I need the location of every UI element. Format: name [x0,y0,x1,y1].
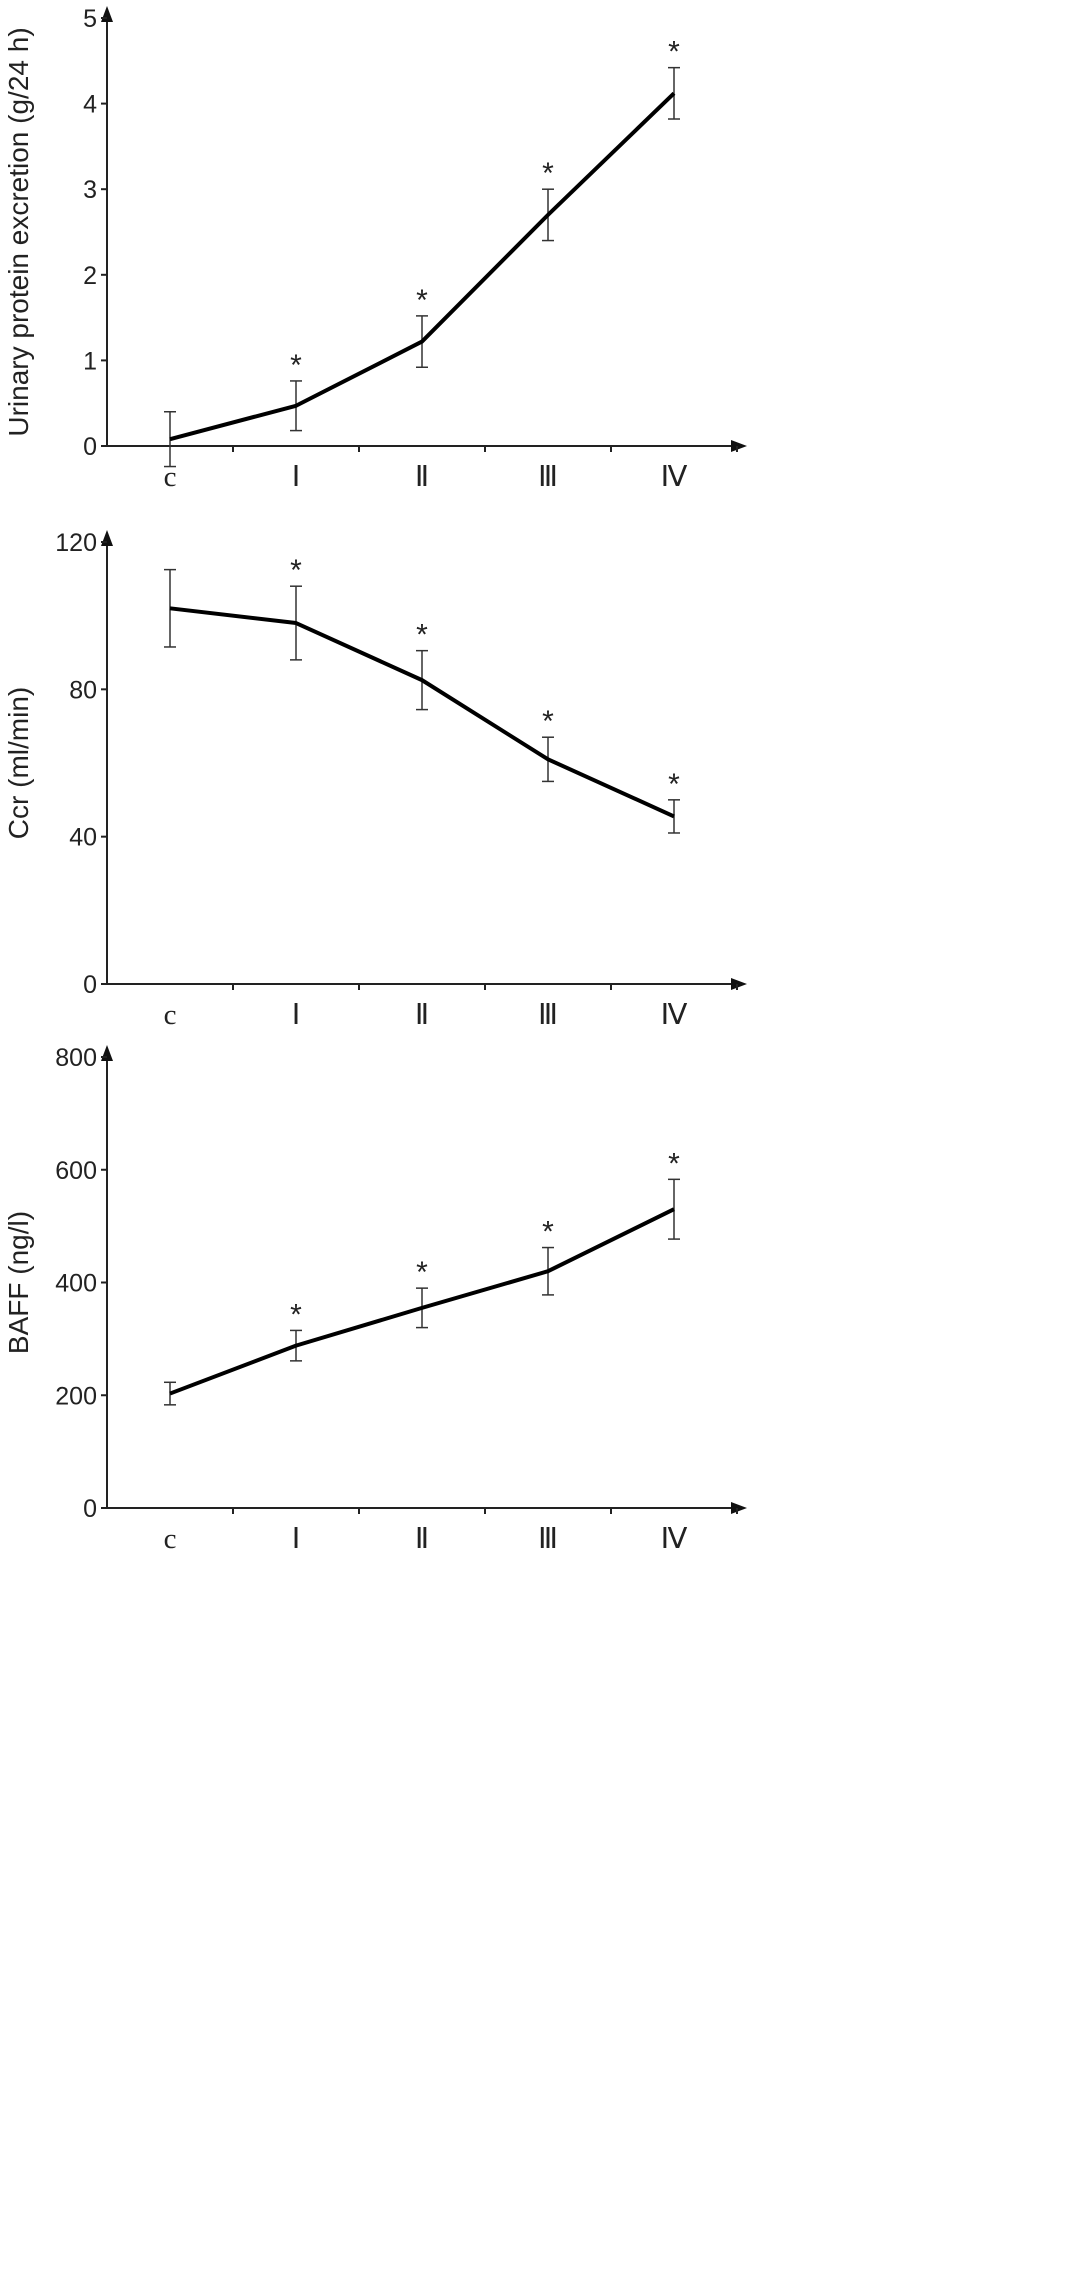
x-axis-arrow-icon [731,440,747,452]
significance-marker: * [668,36,680,69]
significance-marker: * [668,1147,680,1180]
y-tick-label: 600 [55,1157,97,1185]
series-line [169,91,676,442]
x-tick-label: Ⅳ [661,1523,688,1555]
x-axis-arrow-icon [731,1502,747,1514]
y-tick-label: 40 [69,824,97,852]
x-tick-label: Ⅳ [661,999,688,1031]
y-tick-label: 120 [55,529,97,557]
significance-marker: * [416,619,428,652]
series-line [169,1207,675,1396]
x-tick-label: Ⅱ [415,461,429,493]
y-tick-label: 0 [83,1495,97,1523]
y-tick-label: 4 [83,91,97,119]
x-axis-arrow-icon [731,978,747,990]
significance-marker: * [542,1216,554,1249]
x-tick-label: Ⅲ [538,1523,558,1555]
x-tick-label: Ⅳ [661,461,688,493]
x-tick-label: Ⅲ [538,999,558,1031]
y-tick-label: 1 [83,347,97,375]
y-axis-arrow-icon [101,530,113,546]
significance-marker: * [542,705,554,738]
urinary-protein-chart: 0 1 2 3 4 5 c Ⅰ Ⅱ Ⅲ Ⅳ Urinary protein excretion (g/… [3,5,747,493]
baff-chart: 0 200 400 600 800 c Ⅰ Ⅱ Ⅲ Ⅳ BAFF (ng/l) * * * * [3,1044,747,1555]
y-axis-title: Urinary protein excretion (g/24 h) [3,27,34,436]
ccr-chart: 0 40 80 120 c Ⅰ Ⅱ Ⅲ Ⅳ Ccr (ml/min) * * * * [3,529,747,1031]
x-tick-label: Ⅱ [415,999,429,1031]
y-tick-label: 800 [55,1044,97,1072]
y-tick-label: 2 [83,262,97,290]
y-tick-label: 0 [83,971,97,999]
y-tick-label: 3 [83,176,97,204]
y-axis-arrow-icon [101,1045,113,1061]
x-tick-label: Ⅰ [292,1523,301,1555]
x-tick-label: Ⅰ [292,461,301,493]
x-tick-label: Ⅱ [415,1523,429,1555]
y-axis-title: Ccr (ml/min) [3,687,34,839]
significance-marker: * [290,349,302,382]
x-tick-label: c [164,999,177,1031]
y-tick-label: 200 [55,1382,97,1410]
x-tick-label: Ⅲ [538,461,558,493]
x-tick-label: c [164,1523,177,1555]
x-tick-label: Ⅰ [292,999,301,1031]
y-tick-label: 0 [83,433,97,461]
significance-marker: * [416,284,428,317]
y-tick-label: 5 [83,5,97,33]
y-axis-arrow-icon [101,6,113,22]
x-tick-label: c [164,461,177,493]
significance-marker: * [290,554,302,587]
y-tick-label: 80 [69,676,97,704]
significance-marker: * [668,768,680,801]
significance-marker: * [290,1298,302,1331]
significance-marker: * [416,1256,428,1289]
y-tick-label: 400 [55,1270,97,1298]
y-axis-title: BAFF (ng/l) [3,1211,34,1354]
series-line [169,606,675,819]
significance-marker: * [542,157,554,190]
